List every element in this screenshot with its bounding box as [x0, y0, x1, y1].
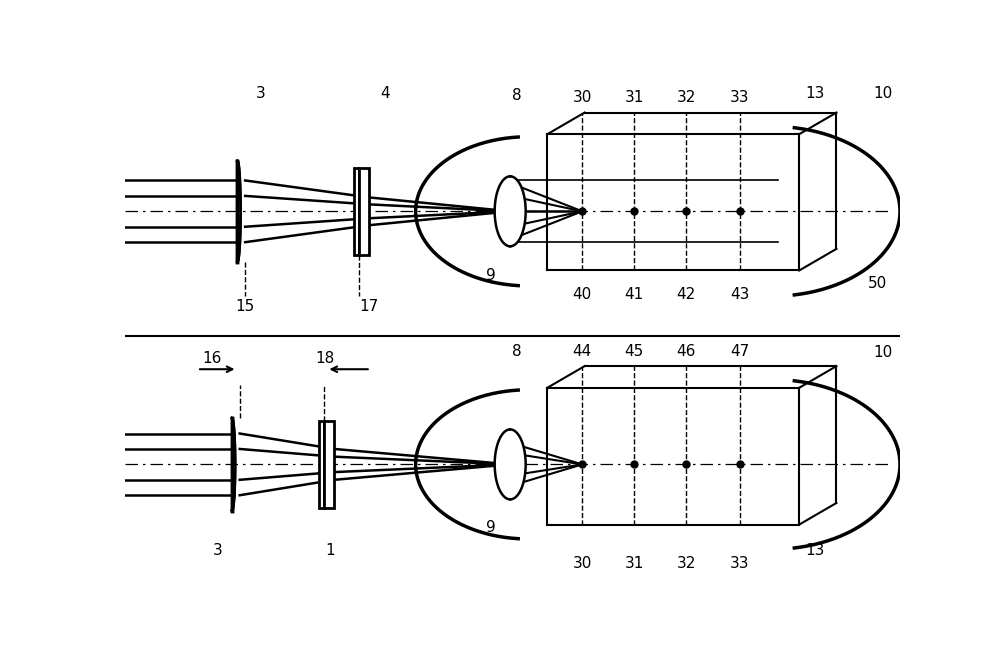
Text: 17: 17	[360, 299, 379, 314]
Polygon shape	[495, 176, 526, 246]
Text: 32: 32	[676, 556, 696, 571]
Text: 4: 4	[380, 86, 389, 101]
Text: 10: 10	[873, 345, 892, 361]
Text: 9: 9	[486, 268, 495, 283]
Text: 13: 13	[805, 543, 824, 558]
Text: 46: 46	[676, 344, 696, 359]
Text: 31: 31	[624, 90, 644, 105]
Polygon shape	[232, 418, 235, 510]
Text: 33: 33	[730, 556, 749, 571]
Text: 8: 8	[512, 344, 521, 359]
Text: 1: 1	[326, 543, 335, 558]
Polygon shape	[495, 430, 526, 500]
Bar	[319, 421, 324, 508]
Text: 44: 44	[573, 344, 592, 359]
Text: 31: 31	[624, 556, 644, 571]
Bar	[324, 421, 334, 508]
Text: 3: 3	[256, 86, 266, 101]
Text: 42: 42	[676, 287, 696, 302]
Polygon shape	[237, 161, 240, 262]
Text: 45: 45	[625, 344, 644, 359]
Text: 43: 43	[730, 287, 749, 302]
Bar	[359, 168, 369, 255]
Text: 30: 30	[573, 90, 592, 105]
Text: 40: 40	[573, 287, 592, 302]
Text: 18: 18	[315, 351, 334, 365]
Text: 8: 8	[512, 88, 521, 104]
Text: 30: 30	[573, 556, 592, 571]
Text: 50: 50	[867, 276, 887, 291]
Text: 47: 47	[730, 344, 749, 359]
Bar	[354, 168, 359, 255]
Text: 9: 9	[486, 520, 495, 535]
Text: 16: 16	[202, 351, 222, 365]
Text: 41: 41	[625, 287, 644, 302]
Text: 32: 32	[676, 90, 696, 105]
Text: 33: 33	[730, 90, 749, 105]
Text: 13: 13	[805, 86, 824, 101]
Text: 10: 10	[873, 86, 892, 101]
Text: 15: 15	[236, 299, 255, 314]
Text: 3: 3	[213, 543, 223, 558]
